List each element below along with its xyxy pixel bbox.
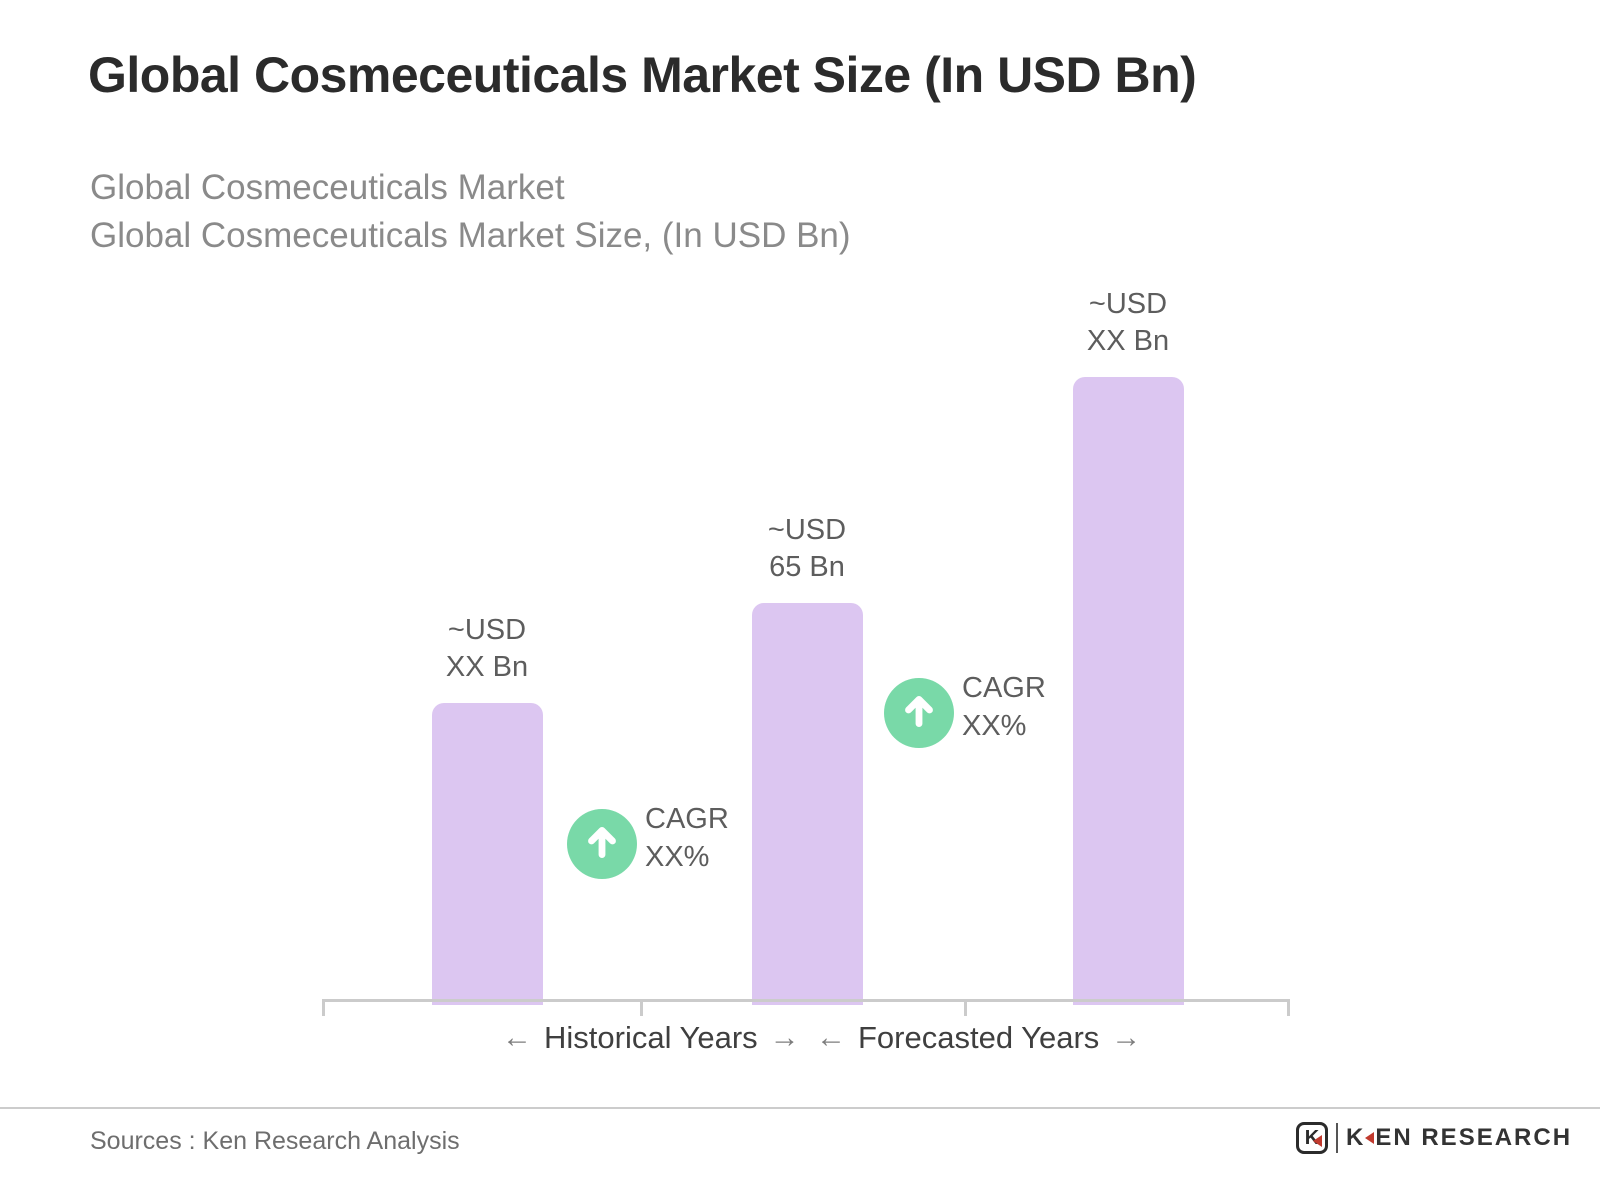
red-triangle-icon [1365,1132,1375,1144]
axis-range-historical: ← Historical Years → [502,1020,800,1056]
cagr-bubble [884,678,954,748]
chart-subtitle: Global Cosmeceuticals Market Global Cosm… [90,164,851,260]
axis-tick [322,999,325,1016]
ken-research-badge-icon: K [1296,1122,1328,1154]
axis-tick [640,999,643,1016]
axis-range-label: Historical Years [544,1020,758,1055]
axis-range-label: Forecasted Years [858,1020,1100,1055]
footer-divider [0,1107,1600,1109]
left-arrow-icon: ← [502,1021,532,1054]
subtitle-line-2: Global Cosmeceuticals Market Size, (In U… [90,216,851,255]
cagr-line: CAGR [962,672,1046,704]
bar-value-line: 65 Bn [769,551,845,583]
up-arrow-icon [581,821,623,868]
right-arrow-icon: → [1111,1021,1142,1054]
wordmark-k: K [1346,1124,1366,1151]
sources-text: Sources : Ken Research Analysis [90,1127,460,1155]
bar-value-line: XX Bn [445,651,529,683]
bar-forecasted [1073,377,1184,1005]
red-triangle-icon [1313,1135,1322,1147]
right-arrow-icon: → [769,1021,800,1054]
bar-historical [432,703,543,1005]
cagr-line: XX% [645,841,710,873]
bar-value-label: ~USD 65 Bn [717,512,897,586]
cagr-line: XX% [962,710,1027,742]
bar-value-line: ~USD [1088,288,1168,320]
cagr-line: CAGR [645,803,729,835]
wordmark-rest: EN RESEARCH [1375,1124,1573,1151]
cagr-annotation: CAGR XX% [962,669,1046,745]
subtitle-line-1: Global Cosmeceuticals Market [90,168,565,207]
x-axis-line [322,999,1290,1002]
bar-value-line: ~USD [767,514,847,546]
bar-value-label: ~USD XX Bn [1038,286,1218,360]
left-arrow-icon: ← [816,1021,846,1054]
bar-value-line: ~USD [447,614,527,646]
logo-separator [1336,1123,1338,1153]
axis-tick [1287,999,1290,1016]
axis-tick [964,999,967,1016]
cagr-annotation: CAGR XX% [645,800,729,876]
up-arrow-icon [898,690,940,737]
axis-range-forecasted: ← Forecasted Years → [816,1020,1141,1056]
bar-current [752,603,863,1005]
logo-wordmark: K EN RESEARCH [1346,1124,1572,1152]
page-title: Global Cosmeceuticals Market Size (In US… [88,47,1197,103]
ken-research-logo: K K EN RESEARCH [1296,1122,1572,1154]
bar-value-line: XX Bn [1086,325,1170,357]
cagr-bubble [567,809,637,879]
bar-value-label: ~USD XX Bn [397,612,577,686]
